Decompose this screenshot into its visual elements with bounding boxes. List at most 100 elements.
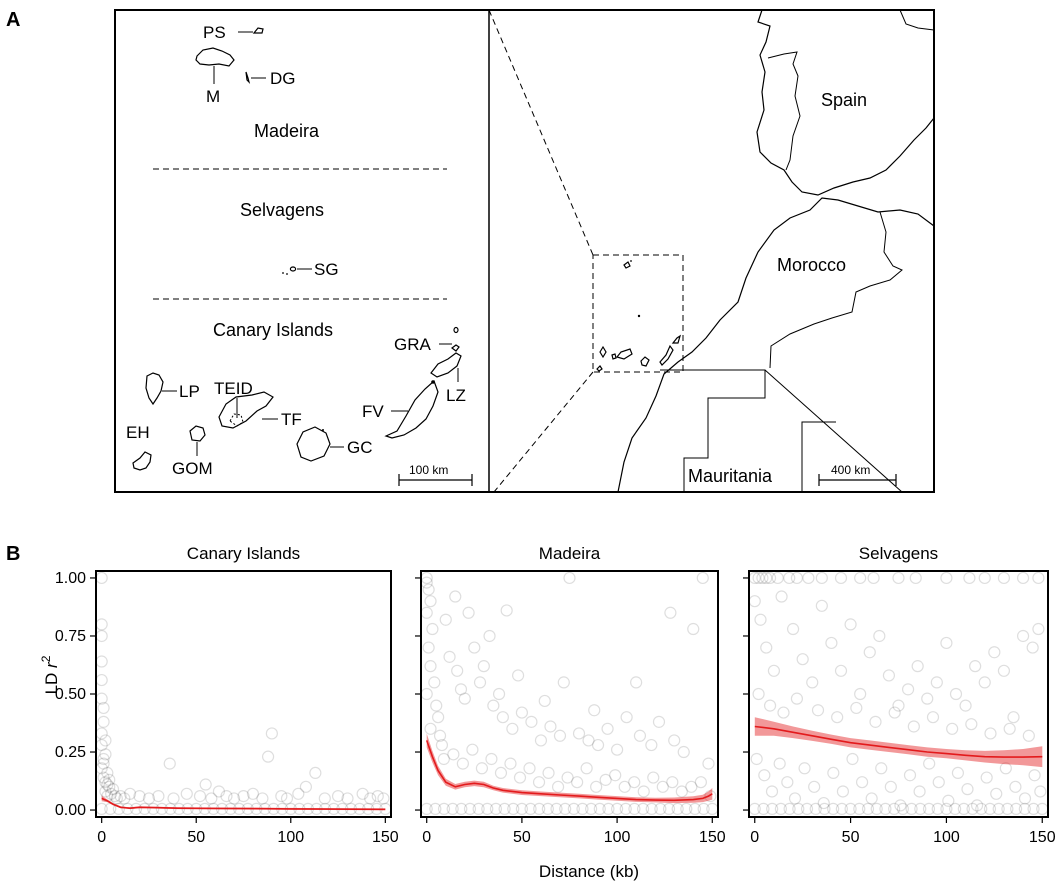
dense-points-band bbox=[420, 802, 719, 815]
data-point bbox=[455, 802, 468, 815]
data-point bbox=[853, 802, 866, 815]
data-point bbox=[809, 802, 822, 815]
fuerteventura-island bbox=[384, 379, 439, 439]
data-point bbox=[662, 802, 676, 815]
overview-map: Spain Morocco Mauritania 400 km bbox=[488, 9, 935, 493]
data-point bbox=[815, 571, 828, 585]
data-point bbox=[426, 622, 439, 636]
data-point bbox=[237, 790, 250, 803]
data-point bbox=[777, 706, 790, 719]
data-point bbox=[790, 571, 804, 585]
data-point bbox=[292, 787, 305, 800]
data-point bbox=[256, 792, 269, 805]
data-point bbox=[428, 676, 441, 689]
data-point bbox=[942, 794, 955, 807]
data-point bbox=[433, 729, 447, 742]
data-point bbox=[894, 799, 907, 812]
data-point bbox=[788, 792, 802, 805]
data-point bbox=[563, 571, 576, 585]
data-point bbox=[504, 757, 517, 770]
region-canary: Canary Islands bbox=[213, 320, 333, 340]
data-point bbox=[671, 802, 684, 815]
region-selvagens: Selvagens bbox=[240, 200, 324, 220]
x-tick-label: 150 bbox=[699, 829, 726, 846]
data-point bbox=[420, 687, 433, 701]
data-point bbox=[831, 711, 844, 724]
data-point bbox=[112, 802, 125, 815]
data-point bbox=[834, 664, 848, 677]
data-point bbox=[138, 802, 151, 815]
data-point bbox=[199, 778, 212, 791]
scatter-points bbox=[420, 571, 717, 803]
data-point bbox=[588, 704, 601, 717]
data-point bbox=[95, 618, 108, 631]
data-point bbox=[309, 766, 322, 780]
data-point bbox=[963, 571, 976, 585]
label-gom: GOM bbox=[172, 459, 213, 478]
data-point bbox=[97, 701, 110, 715]
country-morocco: Morocco bbox=[777, 255, 846, 275]
data-point bbox=[110, 792, 123, 805]
data-point bbox=[121, 802, 134, 815]
scale-inset-label: 100 km bbox=[409, 463, 448, 477]
data-point bbox=[694, 776, 707, 789]
data-point bbox=[666, 776, 679, 789]
data-point bbox=[193, 790, 207, 803]
data-point bbox=[451, 664, 464, 677]
data-point bbox=[180, 787, 193, 800]
data-point bbox=[992, 802, 1005, 815]
panel-title: Madeira bbox=[539, 544, 601, 563]
data-point bbox=[487, 699, 500, 712]
label-dg: DG bbox=[270, 69, 296, 88]
data-point bbox=[926, 711, 940, 724]
data-point bbox=[905, 802, 918, 815]
ld-decay-plots: Canary Islands 0 50 100 150 0.00 0.25 0.50 0.75 1… bbox=[55, 544, 1056, 846]
data-point bbox=[481, 802, 494, 815]
data-point bbox=[863, 646, 876, 659]
smooth-ci-ribbon bbox=[754, 717, 1043, 768]
data-point bbox=[99, 748, 112, 761]
data-point bbox=[1018, 802, 1031, 815]
x-tick-label: 100 bbox=[277, 829, 304, 846]
la-graciosa-island bbox=[451, 344, 460, 352]
data-point bbox=[633, 729, 647, 742]
label-lz: LZ bbox=[446, 386, 466, 405]
data-point bbox=[513, 771, 527, 784]
data-point bbox=[806, 676, 819, 689]
data-point bbox=[825, 636, 838, 650]
data-point bbox=[781, 776, 794, 789]
data-point bbox=[630, 676, 643, 689]
y-axis-title: LD r2 bbox=[39, 655, 61, 694]
data-point bbox=[911, 660, 924, 673]
label-fv: FV bbox=[362, 402, 384, 421]
data-point bbox=[620, 711, 633, 724]
label-teid: TEID bbox=[214, 379, 253, 398]
data-point bbox=[818, 802, 831, 815]
data-point bbox=[544, 720, 557, 733]
data-point bbox=[489, 802, 503, 815]
data-point bbox=[652, 715, 666, 728]
data-point bbox=[462, 606, 475, 619]
data-point bbox=[1032, 622, 1045, 636]
data-point bbox=[940, 802, 953, 815]
panel-a-label: A bbox=[6, 9, 20, 31]
data-point bbox=[205, 792, 218, 805]
data-point bbox=[559, 802, 572, 815]
data-point bbox=[534, 734, 548, 747]
data-point bbox=[371, 790, 384, 803]
data-point bbox=[903, 769, 917, 782]
data-point bbox=[106, 783, 120, 796]
data-point bbox=[580, 762, 593, 775]
data-point bbox=[999, 762, 1012, 775]
data-point bbox=[1036, 802, 1049, 815]
data-point bbox=[591, 738, 605, 752]
data-point bbox=[949, 687, 963, 701]
data-point bbox=[656, 780, 669, 793]
data-point bbox=[786, 622, 800, 636]
data-point bbox=[748, 802, 761, 815]
data-point bbox=[500, 604, 513, 617]
label-ps: PS bbox=[203, 23, 226, 42]
panel-title: Canary Islands bbox=[187, 544, 300, 563]
data-point bbox=[882, 669, 896, 682]
data-point bbox=[532, 776, 546, 789]
